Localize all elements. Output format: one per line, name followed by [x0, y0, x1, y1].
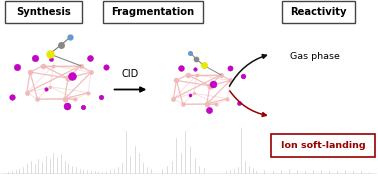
- Text: Gas phase: Gas phase: [290, 52, 339, 61]
- FancyBboxPatch shape: [282, 1, 355, 23]
- FancyBboxPatch shape: [271, 134, 375, 157]
- Text: Fragmentation: Fragmentation: [112, 7, 195, 17]
- Text: Ion soft-landing: Ion soft-landing: [281, 141, 366, 150]
- Text: Synthesis: Synthesis: [17, 7, 71, 17]
- Text: Reactivity: Reactivity: [290, 7, 347, 17]
- FancyBboxPatch shape: [103, 1, 203, 23]
- Text: CID: CID: [122, 69, 139, 79]
- FancyBboxPatch shape: [5, 1, 82, 23]
